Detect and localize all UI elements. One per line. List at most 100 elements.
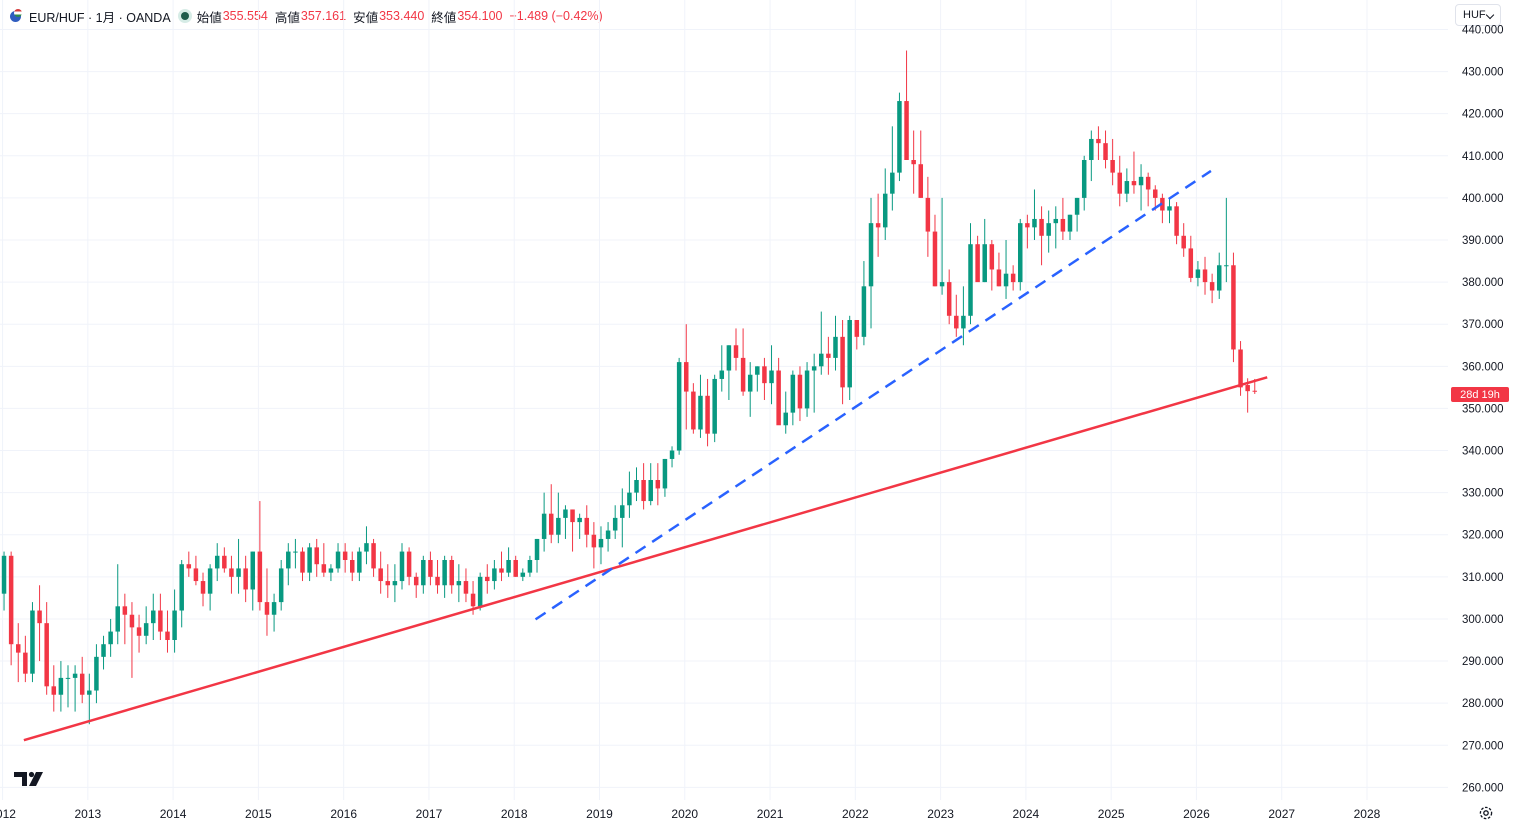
candle [222,547,227,573]
candle [1039,206,1044,266]
price-tick-label: 370.000 [1462,319,1504,331]
candle [94,644,99,704]
candle [314,538,319,577]
candle [364,526,369,565]
candle [264,568,270,636]
candle [300,547,305,582]
low-value: 353.440 [379,9,425,23]
close-value: 354.100 [457,9,503,23]
candle [477,572,483,611]
tradingview-logo[interactable] [14,770,46,788]
candle [563,505,568,539]
candle [634,467,639,502]
candle [620,488,625,548]
time-tick-label: 2016 [330,807,357,821]
dashed-trendline[interactable] [534,169,1212,621]
candle [755,366,760,392]
candle [179,560,184,628]
candle [854,320,860,350]
candle [925,176,931,257]
settings-icon[interactable] [1478,805,1494,821]
candle [911,130,916,194]
open-value: 355.554 [222,9,268,23]
price-tick-label: 330.000 [1462,488,1504,500]
candle [143,606,149,645]
candle [286,543,291,586]
candle [413,572,419,598]
candle [1216,252,1222,299]
candle [968,223,973,325]
time-tick-label: 2024 [1013,807,1040,821]
candle [684,324,689,430]
candle [392,564,398,603]
candle [435,560,440,594]
candle [627,471,632,518]
candle [1,551,7,611]
price-tick-label: 380.000 [1462,277,1504,289]
candle [975,235,980,283]
candle [733,328,739,371]
candle [1074,197,1080,232]
candle [456,564,462,603]
candle [584,505,590,548]
candle [1153,185,1158,211]
currency-button[interactable]: HUF [1455,4,1501,26]
candle [1195,261,1201,287]
candle [847,315,852,400]
candle [72,665,78,712]
candle [669,446,675,468]
candle [1110,138,1115,186]
candle [335,543,341,573]
candle [122,593,128,645]
time-tick-label: 2020 [671,807,698,821]
candle [1089,130,1094,182]
support-trendline[interactable] [23,376,1268,742]
candle [989,240,995,291]
candle [804,362,810,417]
price-tick-label: 290.000 [1462,656,1504,668]
symbol-label[interactable]: EUR/HUF · 1月 · OANDA [29,10,171,25]
candle [790,370,796,426]
candle [158,593,163,640]
candle [691,383,696,434]
candle [712,374,717,443]
eur-huf-flag-icon [10,9,24,23]
candle [641,463,646,510]
candle [918,130,924,198]
candle [214,543,220,582]
price-tick-label: 360.000 [1462,361,1504,373]
candle [939,197,945,295]
candle [527,555,533,577]
time-axis: 2012 2013 2014 2015 2016 2017 2018 2019 2020 2021… [0,807,1381,821]
candle [698,374,703,438]
candle [492,560,497,590]
candle [278,560,284,611]
high-label: 高値 [274,10,300,25]
candle [797,366,803,422]
candle [385,564,391,598]
candle [243,555,248,603]
candle [570,509,575,552]
candle [321,543,327,577]
price-tick-label: 410.000 [1462,151,1504,163]
candle [328,564,334,582]
candle [676,357,682,455]
candle [371,538,376,577]
candle [833,315,838,371]
time-tick-label: 2027 [1268,807,1295,821]
price-tick-label: 430.000 [1462,67,1504,79]
candle [44,602,49,695]
candle [904,50,909,160]
candle [58,661,64,712]
candle [357,547,362,582]
time-tick-label: 2025 [1098,807,1125,821]
chart-header: EUR/HUF · 1月 · OANDA 始値 355.554 高値 357.1… [10,6,603,26]
candle [534,538,540,573]
price-tick-label: 300.000 [1462,614,1504,626]
time-tick-label: 2012 [0,807,16,821]
candle [548,484,554,544]
candle [882,168,888,240]
candle [612,505,618,539]
currency-label: HUF [1463,9,1486,21]
